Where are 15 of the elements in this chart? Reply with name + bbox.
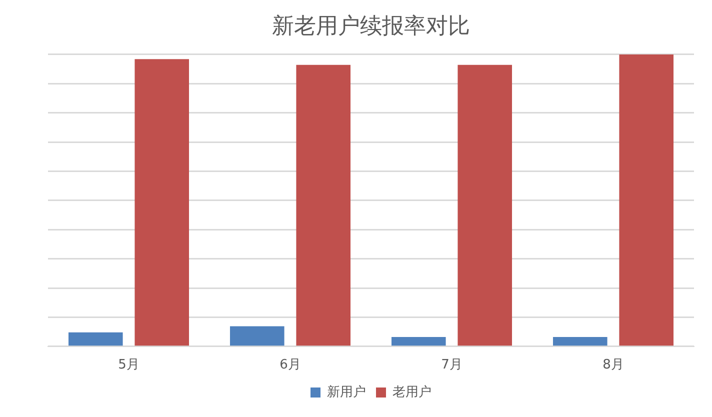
chart-title: 新老用户续报率对比 [272, 14, 470, 39]
bar [552, 337, 608, 346]
legend-label: 新用户 [327, 384, 366, 400]
bar [391, 337, 446, 346]
bar [619, 54, 674, 346]
x-tick-label: 5月 [118, 358, 140, 373]
bar [134, 59, 190, 346]
bar [296, 64, 351, 346]
legend-label: 老用户 [392, 384, 432, 400]
x-tick-label: 6月 [280, 358, 301, 373]
x-tick-label: 7月 [441, 358, 462, 373]
bar [230, 326, 284, 346]
x-tick-label: 8月 [602, 358, 624, 373]
bar [68, 332, 123, 346]
bar [458, 64, 512, 346]
